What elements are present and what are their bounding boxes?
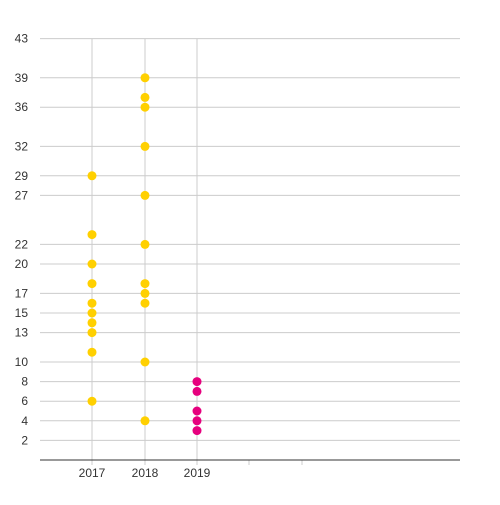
tick-label-layer: 2 4 6 8 10 13 15 17 20 22 27 29 32 36 39 43 2017 2018 2019 — [15, 32, 211, 480]
data-point — [87, 230, 97, 240]
y-tick-label: 4 — [21, 414, 28, 428]
data-point — [140, 288, 150, 298]
y-tick-label: 32 — [15, 139, 29, 153]
x-tick-label: 2017 — [79, 466, 106, 480]
y-tick-label: 29 — [15, 169, 29, 183]
data-point — [87, 171, 97, 181]
grid-layer — [40, 38, 460, 460]
data-point — [140, 279, 150, 289]
data-point — [87, 328, 97, 338]
y-tick-label: 27 — [15, 188, 29, 202]
data-point — [140, 239, 150, 249]
data-point — [140, 102, 150, 112]
y-tick-label: 15 — [15, 306, 29, 320]
data-point — [87, 298, 97, 308]
data-point — [87, 308, 97, 318]
data-point — [192, 386, 202, 396]
y-tick-label: 17 — [15, 286, 29, 300]
data-point — [140, 73, 150, 83]
y-tick-label: 39 — [15, 71, 29, 85]
y-tick-label: 10 — [15, 355, 29, 369]
data-point — [192, 406, 202, 416]
data-point — [140, 190, 150, 200]
axis-layer — [40, 459, 460, 465]
data-point — [87, 318, 97, 328]
data-point — [140, 92, 150, 102]
y-tick-label: 13 — [15, 326, 29, 340]
data-point — [140, 298, 150, 308]
data-point — [87, 396, 97, 406]
x-tick-label: 2018 — [132, 466, 159, 480]
data-point — [87, 347, 97, 357]
x-tick-label: 2019 — [184, 466, 211, 480]
y-tick-label: 6 — [21, 394, 28, 408]
y-tick-label: 36 — [15, 100, 29, 114]
y-tick-label: 20 — [15, 257, 29, 271]
y-tick-label: 2 — [21, 433, 28, 447]
y-tick-label: 43 — [15, 32, 29, 46]
data-point — [140, 357, 150, 367]
data-point-layer — [87, 73, 202, 436]
y-tick-label: 22 — [15, 237, 29, 251]
data-point — [140, 141, 150, 151]
data-point — [87, 279, 97, 289]
data-point — [140, 416, 150, 426]
y-tick-label: 8 — [21, 375, 28, 389]
data-point — [192, 416, 202, 426]
data-point — [192, 426, 202, 436]
data-point — [192, 377, 202, 387]
data-point — [87, 259, 97, 269]
